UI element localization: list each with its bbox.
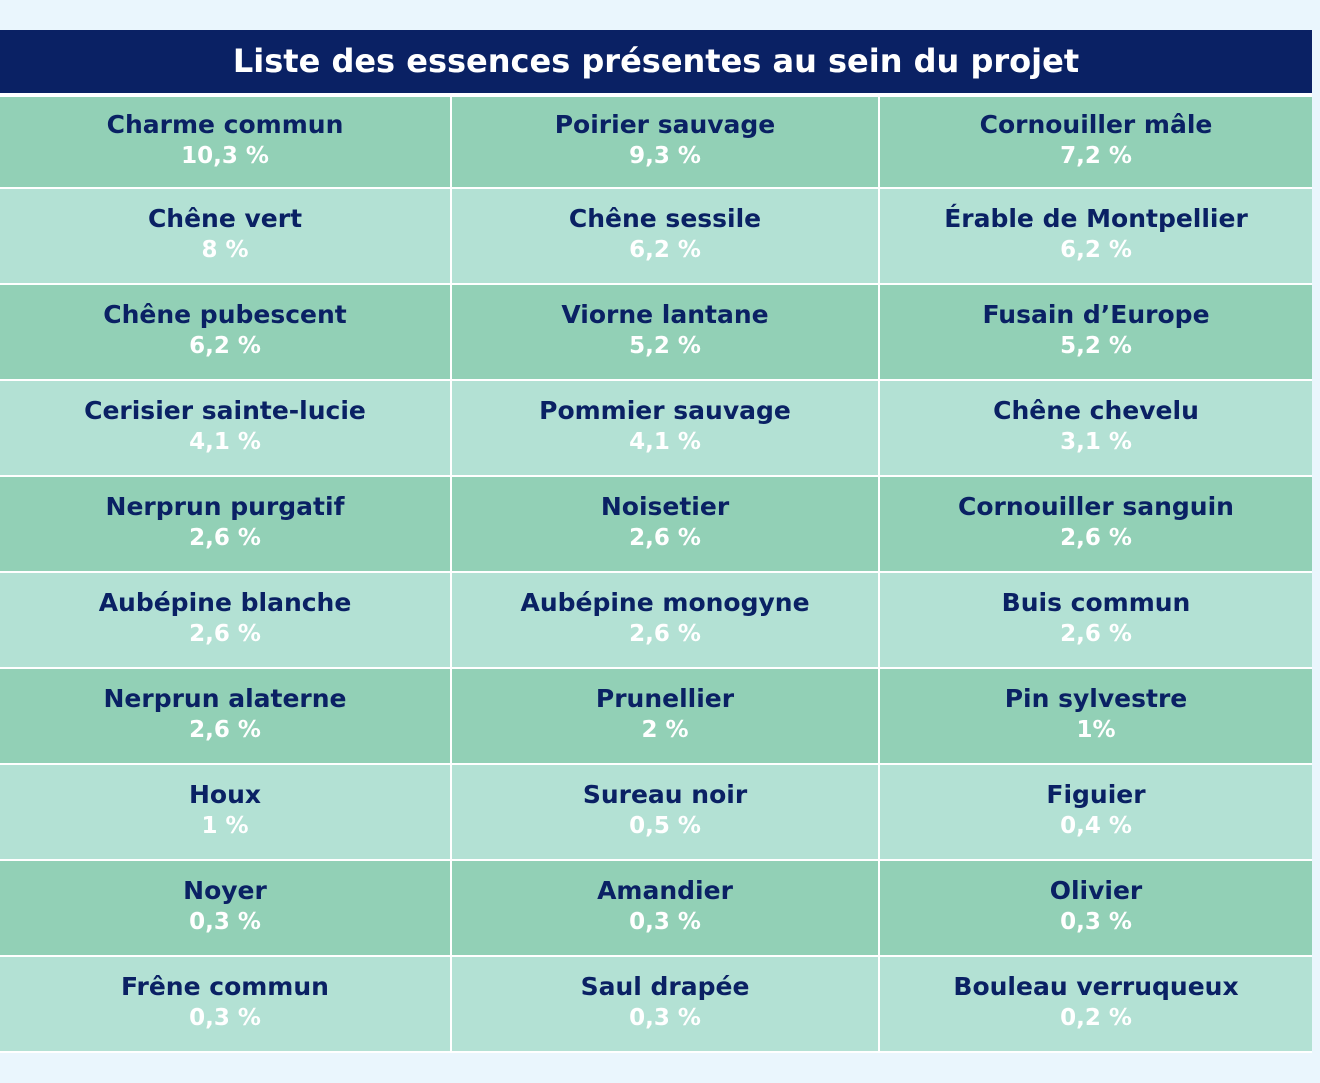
- species-cell: Aubépine blanche 2,6 %: [0, 573, 452, 669]
- species-cell: Houx 1 %: [0, 765, 452, 861]
- species-cell: Nerprun purgatif 2,6 %: [0, 477, 452, 573]
- species-name: Prunellier: [595, 684, 735, 713]
- species-name: Figuier: [1046, 780, 1146, 809]
- species-name: Buis commun: [1001, 588, 1191, 617]
- species-name: Cornouiller sanguin: [958, 492, 1234, 521]
- species-percent: 7,2 %: [1060, 143, 1132, 169]
- species-percent: 2,6 %: [629, 621, 701, 647]
- species-percent: 5,2 %: [1060, 333, 1132, 359]
- species-cell: Érable de Montpellier 6,2 %: [880, 189, 1312, 285]
- species-cell: Poirier sauvage 9,3 %: [452, 93, 880, 189]
- species-name: Pin sylvestre: [1004, 684, 1188, 713]
- species-name: Poirier sauvage: [554, 110, 776, 139]
- species-percent: 0,5 %: [629, 813, 701, 839]
- species-cell: Amandier 0,3 %: [452, 861, 880, 957]
- species-name: Nerprun alaterne: [103, 684, 347, 713]
- species-cell: Chêne sessile 6,2 %: [452, 189, 880, 285]
- species-cell: Pommier sauvage 4,1 %: [452, 381, 880, 477]
- species-percent: 0,3 %: [1060, 909, 1132, 935]
- species-cell: Pin sylvestre 1%: [880, 669, 1312, 765]
- species-cell: Chêne vert 8 %: [0, 189, 452, 285]
- species-percent: 4,1 %: [629, 429, 701, 455]
- species-name: Viorne lantane: [561, 300, 769, 329]
- species-percent: 5,2 %: [629, 333, 701, 359]
- species-cell: Bouleau verruqueux 0,2 %: [880, 957, 1312, 1053]
- species-percent: 2,6 %: [629, 525, 701, 551]
- species-cell: Figuier 0,4 %: [880, 765, 1312, 861]
- species-name: Saul drapée: [580, 972, 750, 1001]
- species-cell: Nerprun alaterne 2,6 %: [0, 669, 452, 765]
- species-percent: 0,3 %: [629, 1005, 701, 1031]
- species-cell: Frêne commun 0,3 %: [0, 957, 452, 1053]
- species-percent: 8 %: [201, 237, 249, 263]
- species-cell: Olivier 0,3 %: [880, 861, 1312, 957]
- species-percent: 3,1 %: [1060, 429, 1132, 455]
- species-name: Bouleau verruqueux: [953, 972, 1239, 1001]
- species-name: Chêne pubescent: [103, 300, 347, 329]
- species-cell: Chêne pubescent 6,2 %: [0, 285, 452, 381]
- species-percent: 0,3 %: [189, 909, 261, 935]
- species-cell: Fusain d’Europe 5,2 %: [880, 285, 1312, 381]
- species-percent: 0,3 %: [629, 909, 701, 935]
- species-name: Nerprun purgatif: [105, 492, 345, 521]
- species-percent: 2,6 %: [189, 621, 261, 647]
- species-cell: Noisetier 2,6 %: [452, 477, 880, 573]
- species-table: Liste des essences présentes au sein du …: [0, 30, 1314, 1054]
- species-name: Pommier sauvage: [539, 396, 791, 425]
- species-name: Houx: [188, 780, 262, 809]
- species-percent: 0,4 %: [1060, 813, 1132, 839]
- species-percent: 4,1 %: [189, 429, 261, 455]
- species-percent: 9,3 %: [629, 143, 701, 169]
- species-percent: 6,2 %: [629, 237, 701, 263]
- species-percent: 2,6 %: [1060, 621, 1132, 647]
- species-percent: 6,2 %: [1060, 237, 1132, 263]
- species-cell: Viorne lantane 5,2 %: [452, 285, 880, 381]
- species-percent: 1%: [1076, 717, 1116, 743]
- species-name: Fusain d’Europe: [982, 300, 1210, 329]
- species-grid: Charme commun 10,3 % Poirier sauvage 9,3 % C…: [0, 93, 1312, 1053]
- species-name: Sureau noir: [582, 780, 748, 809]
- species-name: Amandier: [597, 876, 733, 905]
- species-percent: 10,3 %: [181, 143, 269, 169]
- species-cell: Sureau noir 0,5 %: [452, 765, 880, 861]
- species-cell: Saul drapée 0,3 %: [452, 957, 880, 1053]
- table-title: Liste des essences présentes au sein du …: [0, 30, 1312, 93]
- species-name: Cerisier sainte-lucie: [84, 396, 366, 425]
- species-cell: Cornouiller sanguin 2,6 %: [880, 477, 1312, 573]
- species-cell: Chêne chevelu 3,1 %: [880, 381, 1312, 477]
- species-name: Chêne chevelu: [993, 396, 1199, 425]
- species-name: Frêne commun: [121, 972, 329, 1001]
- species-percent: 2,6 %: [1060, 525, 1132, 551]
- species-cell: Buis commun 2,6 %: [880, 573, 1312, 669]
- species-percent: 0,3 %: [189, 1005, 261, 1031]
- species-cell: Charme commun 10,3 %: [0, 93, 452, 189]
- species-name: Aubépine monogyne: [520, 588, 810, 617]
- species-percent: 2,6 %: [189, 717, 261, 743]
- species-cell: Cornouiller mâle 7,2 %: [880, 93, 1312, 189]
- species-percent: 1 %: [201, 813, 249, 839]
- species-name: Olivier: [1049, 876, 1143, 905]
- species-cell: Noyer 0,3 %: [0, 861, 452, 957]
- species-cell: Aubépine monogyne 2,6 %: [452, 573, 880, 669]
- species-cell: Prunellier 2 %: [452, 669, 880, 765]
- species-name: Aubépine blanche: [98, 588, 352, 617]
- species-name: Noisetier: [600, 492, 730, 521]
- species-percent: 6,2 %: [189, 333, 261, 359]
- species-percent: 2 %: [641, 717, 689, 743]
- species-name: Cornouiller mâle: [979, 110, 1213, 139]
- species-name: Érable de Montpellier: [944, 204, 1248, 233]
- species-name: Noyer: [183, 876, 267, 905]
- species-percent: 0,2 %: [1060, 1005, 1132, 1031]
- species-name: Charme commun: [106, 110, 344, 139]
- species-name: Chêne vert: [147, 204, 303, 233]
- species-name: Chêne sessile: [568, 204, 762, 233]
- species-cell: Cerisier sainte-lucie 4,1 %: [0, 381, 452, 477]
- species-percent: 2,6 %: [189, 525, 261, 551]
